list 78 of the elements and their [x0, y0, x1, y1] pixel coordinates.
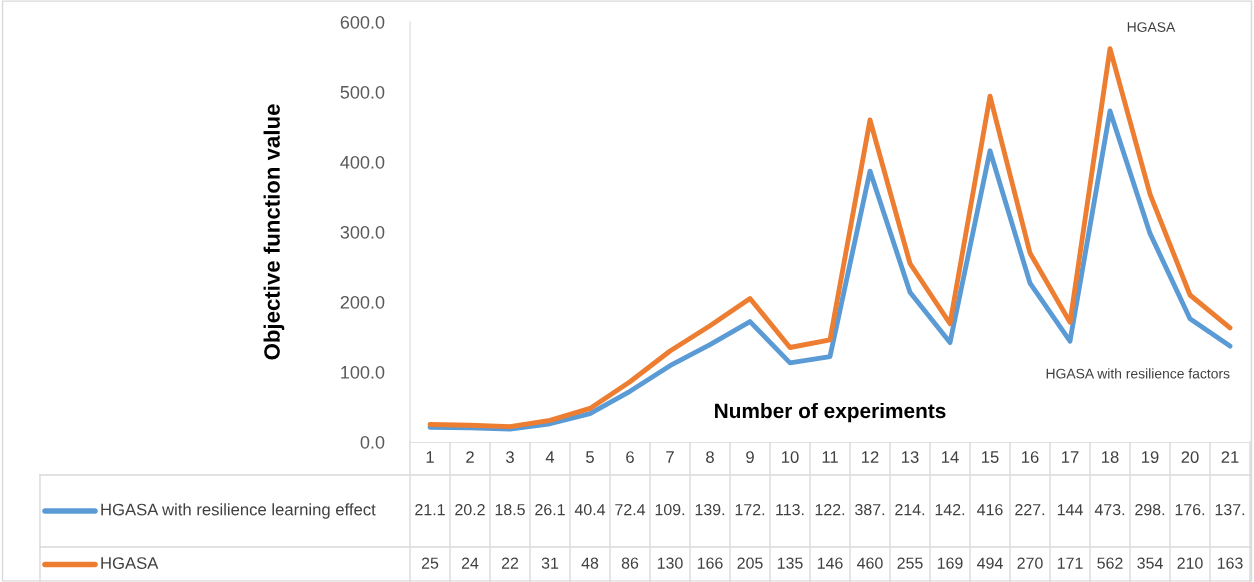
- data-label: 109.: [655, 503, 685, 516]
- data-label: 416: [977, 503, 1003, 516]
- data-label: 26.1: [535, 503, 565, 516]
- data-label: 214.: [895, 503, 925, 516]
- x-tick-label: 15: [982, 451, 999, 463]
- x-tick-label: 16: [1022, 451, 1039, 463]
- annotation: HGASA with resilience factors: [1046, 368, 1230, 379]
- x-tick-label: 11: [822, 451, 838, 463]
- x-tick-label: 21: [1221, 451, 1239, 463]
- x-tick-label: 3: [506, 451, 514, 463]
- x-tick-label: 12: [862, 451, 879, 463]
- x-tick-label: 19: [1142, 451, 1159, 463]
- x-tick-label: 5: [586, 451, 594, 463]
- data-label: 163: [1217, 557, 1243, 569]
- x-tick-label: 9: [746, 451, 754, 463]
- data-label: 72.4: [615, 503, 646, 516]
- x-tick-label: 4: [545, 451, 555, 463]
- y-tick-label: 200.0: [340, 295, 385, 309]
- line-series: [427, 108, 1233, 432]
- data-label: 169: [937, 557, 963, 569]
- data-label: 122.: [815, 503, 845, 516]
- data-label: 298.: [1135, 503, 1165, 516]
- x-tick-label: 8: [706, 451, 714, 463]
- data-label: 494: [977, 557, 1003, 569]
- x-axis-title: Number of experiments: [715, 402, 946, 423]
- y-tick-label: 600.0: [340, 15, 385, 29]
- legend-label: HGASA with resilience learning effect: [101, 503, 376, 519]
- data-label: 86: [621, 557, 639, 569]
- data-label: 40.4: [574, 503, 606, 516]
- data-label: 354: [1137, 557, 1163, 569]
- annotation: HGASA: [1127, 22, 1176, 32]
- data-label: 172.: [735, 503, 765, 516]
- data-label: 21.1: [415, 503, 445, 516]
- data-label: 227.: [1015, 503, 1045, 516]
- data-label: 473.: [1094, 503, 1125, 516]
- data-label: 387.: [855, 503, 885, 516]
- y-axis-title: Objective function value: [263, 104, 285, 360]
- data-label: 135: [777, 557, 803, 569]
- x-tick-label: 20: [1181, 451, 1199, 463]
- x-tick-label: 6: [626, 451, 634, 463]
- y-tick-label: 0.0: [360, 435, 385, 449]
- data-label: 166: [697, 557, 723, 569]
- data-label: 20.2: [455, 503, 485, 516]
- x-tick-label: 13: [902, 451, 919, 463]
- data-label: 146: [817, 557, 843, 569]
- data-label: 144: [1057, 504, 1083, 516]
- x-tick-label: 1: [426, 451, 434, 463]
- data-label: 24: [461, 557, 479, 569]
- data-label: 22: [501, 557, 519, 569]
- y-tick-label: 100.0: [341, 365, 385, 379]
- data-label: 255: [897, 557, 923, 569]
- data-label: 562: [1097, 557, 1123, 569]
- x-tick-label: 18: [1102, 451, 1119, 463]
- x-tick-label: 7: [666, 451, 674, 463]
- x-tick-label: 10: [782, 451, 799, 463]
- data-label: 171: [1057, 557, 1083, 569]
- data-label: 139.: [695, 503, 725, 516]
- data-label: 25: [421, 557, 439, 569]
- y-tick-label: 300.0: [340, 225, 385, 239]
- data-label: 130: [657, 557, 683, 569]
- data-label: 137.: [1215, 503, 1245, 516]
- data-label: 210: [1177, 557, 1203, 569]
- y-tick-label: 500.0: [340, 85, 385, 99]
- data-label: 18.5: [495, 503, 525, 516]
- data-label: 48: [581, 557, 599, 569]
- x-tick-label: 14: [942, 451, 959, 463]
- data-label: 31: [541, 557, 559, 569]
- data-label: 142.: [935, 503, 965, 516]
- data-label: 270: [1017, 557, 1043, 569]
- data-label: 113.: [776, 503, 804, 516]
- legend-label: HGASA: [101, 557, 159, 569]
- data-label: 460: [857, 557, 883, 569]
- x-tick-label: 2: [466, 451, 474, 463]
- line-series: [427, 46, 1233, 430]
- data-label: 205: [737, 557, 763, 569]
- x-tick-label: 17: [1062, 451, 1079, 463]
- y-tick-label: 400.0: [340, 155, 385, 169]
- data-label: 176.: [1175, 503, 1205, 516]
